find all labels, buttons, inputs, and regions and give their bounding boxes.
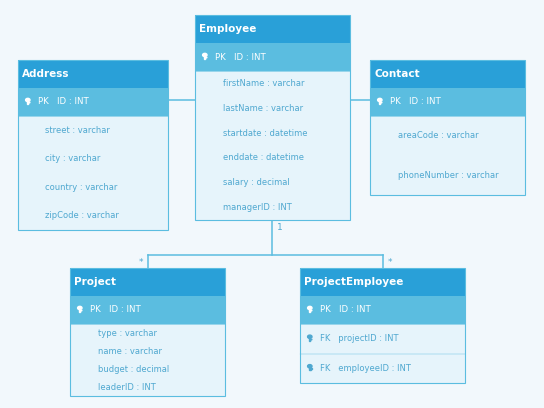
Text: *: *: [372, 89, 376, 98]
FancyBboxPatch shape: [195, 71, 350, 220]
Text: 1: 1: [343, 89, 349, 98]
FancyBboxPatch shape: [70, 296, 225, 324]
FancyBboxPatch shape: [195, 15, 350, 43]
Text: FK   projectID : INT: FK projectID : INT: [319, 334, 398, 343]
Text: firstName : varchar: firstName : varchar: [223, 79, 305, 88]
FancyBboxPatch shape: [18, 60, 168, 88]
FancyBboxPatch shape: [370, 88, 525, 116]
Text: Employee: Employee: [199, 24, 257, 34]
Text: budget : decimal: budget : decimal: [98, 364, 169, 373]
Text: leaderID : INT: leaderID : INT: [98, 383, 156, 392]
Circle shape: [307, 335, 312, 338]
Text: 1: 1: [160, 89, 166, 98]
FancyBboxPatch shape: [70, 324, 225, 396]
Text: PK   ID : INT: PK ID : INT: [319, 306, 370, 315]
FancyBboxPatch shape: [300, 296, 465, 324]
Text: Contact: Contact: [374, 69, 420, 79]
FancyBboxPatch shape: [195, 43, 350, 71]
Text: PK   ID : INT: PK ID : INT: [390, 98, 440, 106]
Text: name : varchar: name : varchar: [98, 346, 162, 355]
FancyBboxPatch shape: [18, 88, 168, 116]
Text: FK   employeeID : INT: FK employeeID : INT: [319, 364, 411, 373]
Text: PK   ID : INT: PK ID : INT: [90, 306, 140, 315]
Text: areaCode : varchar: areaCode : varchar: [398, 131, 479, 140]
FancyBboxPatch shape: [18, 116, 168, 230]
Bar: [309, 308, 311, 312]
Bar: [309, 337, 311, 341]
Text: city : varchar: city : varchar: [45, 154, 101, 163]
Text: lastName : varchar: lastName : varchar: [223, 104, 303, 113]
Text: street : varchar: street : varchar: [45, 126, 110, 135]
Circle shape: [78, 306, 82, 310]
Text: *: *: [388, 259, 393, 268]
Text: Address: Address: [22, 69, 70, 79]
Text: type : varchar: type : varchar: [98, 328, 157, 337]
FancyBboxPatch shape: [300, 268, 465, 296]
Bar: [204, 55, 206, 59]
Text: startdate : datetime: startdate : datetime: [223, 129, 307, 137]
Text: enddate : datetime: enddate : datetime: [223, 153, 304, 162]
Text: salary : decimal: salary : decimal: [223, 178, 289, 187]
Text: managerID : INT: managerID : INT: [223, 203, 292, 212]
Text: zipCode : varchar: zipCode : varchar: [45, 211, 119, 220]
Bar: [379, 100, 380, 104]
Bar: [27, 100, 28, 104]
FancyBboxPatch shape: [70, 268, 225, 296]
FancyBboxPatch shape: [370, 116, 525, 195]
Text: ProjectEmployee: ProjectEmployee: [304, 277, 404, 287]
Bar: [79, 308, 81, 312]
Text: Project: Project: [75, 277, 116, 287]
Text: PK   ID : INT: PK ID : INT: [38, 98, 88, 106]
Text: country : varchar: country : varchar: [45, 183, 118, 192]
FancyBboxPatch shape: [370, 60, 525, 88]
Text: phoneNumber : varchar: phoneNumber : varchar: [398, 171, 498, 180]
Bar: [309, 366, 311, 370]
Circle shape: [378, 98, 382, 102]
Text: *: *: [139, 259, 143, 268]
Circle shape: [26, 98, 30, 102]
Bar: [206, 57, 207, 58]
Circle shape: [202, 53, 207, 57]
Circle shape: [307, 306, 312, 310]
Text: PK   ID : INT: PK ID : INT: [214, 53, 265, 62]
Text: 1: 1: [277, 224, 283, 233]
FancyBboxPatch shape: [300, 324, 465, 383]
Text: 1: 1: [197, 89, 203, 98]
Circle shape: [307, 365, 312, 368]
